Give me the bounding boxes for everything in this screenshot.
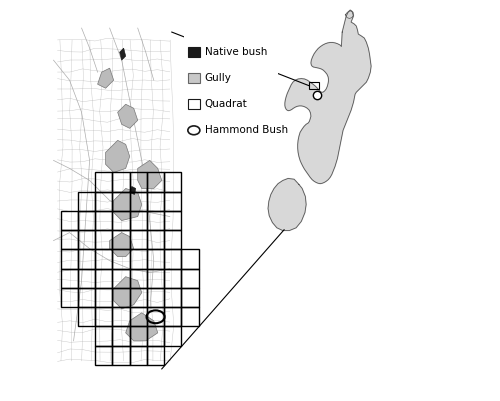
Bar [112,211,130,230]
Polygon shape [120,48,126,60]
Bar [95,288,112,307]
Bar [130,307,147,326]
Bar [182,269,198,288]
Bar [147,249,164,269]
Bar [78,230,95,249]
Text: Native bush: Native bush [204,47,267,57]
Bar [130,326,147,346]
Bar [188,47,200,57]
Bar [184,36,278,128]
Bar [130,230,147,249]
Polygon shape [285,10,371,184]
Polygon shape [54,20,178,369]
Bar [60,269,78,288]
Bar [182,288,198,307]
Bar [95,230,112,249]
Polygon shape [346,11,354,18]
Bar [147,288,164,307]
Polygon shape [126,313,158,341]
Bar [95,249,112,269]
Bar [147,192,164,211]
Bar [182,307,198,326]
Bar [164,326,182,346]
Bar [60,211,78,230]
Bar [130,269,147,288]
Bar [112,230,130,249]
Bar [78,192,95,211]
Bar [164,230,182,249]
Bar [147,172,164,192]
Bar [182,249,198,269]
Bar [130,172,147,192]
Bar [147,269,164,288]
Bar [95,192,112,211]
Polygon shape [268,178,306,231]
Bar [112,192,130,211]
Bar [112,346,130,365]
Bar [78,307,95,326]
Bar [78,211,95,230]
Bar [147,230,164,249]
Bar [130,249,147,269]
Bar [164,211,182,230]
Bar [147,326,164,346]
Bar [130,346,147,365]
Bar [147,307,164,326]
Polygon shape [106,140,130,172]
Bar [60,230,78,249]
Bar [60,249,78,269]
Ellipse shape [188,126,200,135]
Text: Gully: Gully [204,73,232,83]
Polygon shape [98,68,114,88]
Bar [130,192,147,211]
Polygon shape [114,277,141,309]
Bar [112,269,130,288]
Polygon shape [114,188,141,221]
Bar [164,288,182,307]
Bar [112,307,130,326]
Bar [60,288,78,307]
Bar [164,172,182,192]
Bar [188,99,200,109]
Bar [188,73,200,83]
Bar [78,249,95,269]
Bar [112,288,130,307]
Polygon shape [130,186,136,194]
Bar [95,211,112,230]
Bar [164,269,182,288]
Text: Hammond Bush: Hammond Bush [204,126,288,135]
Bar [310,82,320,89]
Bar [164,249,182,269]
Bar [112,172,130,192]
Polygon shape [110,233,134,257]
Bar [95,172,112,192]
Bar [78,269,95,288]
Polygon shape [118,104,138,128]
Bar [130,211,147,230]
Text: Quadrat: Quadrat [204,99,248,109]
Bar [95,326,112,346]
Bar [95,346,112,365]
Bar [112,249,130,269]
Bar [164,192,182,211]
Bar [130,288,147,307]
Bar [147,346,164,365]
Polygon shape [138,160,162,188]
Bar [112,326,130,346]
Bar [164,307,182,326]
Bar [95,307,112,326]
Bar [147,211,164,230]
Bar [95,269,112,288]
Bar [78,288,95,307]
